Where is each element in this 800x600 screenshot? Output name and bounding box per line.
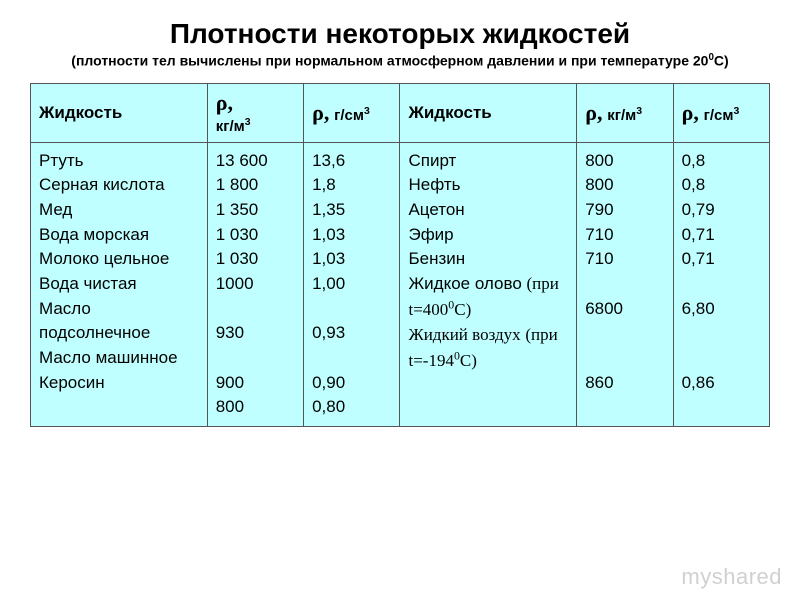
page-title: Плотности некоторых жидкостей bbox=[30, 18, 770, 50]
rho-symbol: ρ, bbox=[682, 100, 699, 125]
header-kgm3: ρ, кг/м3 bbox=[207, 83, 303, 142]
rho-symbol: ρ, bbox=[585, 100, 602, 125]
right-names-cell: СпиртНефтьАцетонЭфирБензинЖидкое олово (… bbox=[400, 142, 577, 426]
rho-symbol: ρ, bbox=[312, 100, 329, 125]
header-gcm3: ρ, г/см3 bbox=[304, 83, 400, 142]
right-gcm3-cell: 0,80,80,790,710,71 6,80 0,86 bbox=[673, 142, 769, 426]
unit-gcm3-text: г/см bbox=[334, 107, 364, 124]
subtitle-suffix: С) bbox=[714, 53, 729, 69]
header-liquid-text-2: Жидкость bbox=[408, 103, 491, 122]
unit-gcm3-2: г/см3 bbox=[704, 107, 740, 124]
unit-kgm3: кг/м3 bbox=[216, 118, 251, 135]
unit-kgm3-2: кг/м3 bbox=[607, 107, 642, 124]
header-gcm3-2: ρ, г/см3 bbox=[673, 83, 769, 142]
left-gcm3-cell: 13,61,81,351,031,031,00 0,93 0,900,80 bbox=[304, 142, 400, 426]
left-names-cell: РтутьСерная кислотаМедВода морскаяМолоко… bbox=[31, 142, 208, 426]
header-liquid-2: Жидкость bbox=[400, 83, 577, 142]
unit-kgm3-text: кг/м bbox=[216, 118, 245, 135]
header-liquid: Жидкость bbox=[31, 83, 208, 142]
unit-kgm3-text-2: кг/м bbox=[607, 107, 636, 124]
subtitle-prefix: (плотности тел вычислены при нормальном … bbox=[71, 53, 708, 69]
page-subtitle: (плотности тел вычислены при нормальном … bbox=[30, 52, 770, 69]
density-table: Жидкость ρ, кг/м3 ρ, г/см3 Жидкость ρ, к… bbox=[30, 83, 770, 427]
header-liquid-text: Жидкость bbox=[39, 103, 122, 122]
unit-gcm3: г/см3 bbox=[334, 107, 370, 124]
watermark: myshared bbox=[681, 564, 782, 590]
slide: Плотности некоторых жидкостей (плотности… bbox=[0, 0, 800, 600]
table-header-row: Жидкость ρ, кг/м3 ρ, г/см3 Жидкость ρ, к… bbox=[31, 83, 770, 142]
unit-gcm3-text-2: г/см bbox=[704, 107, 734, 124]
header-kgm3-2: ρ, кг/м3 bbox=[577, 83, 673, 142]
left-kgm3-cell: 13 6001 8001 3501 0301 0301000 930 90080… bbox=[207, 142, 303, 426]
rho-symbol: ρ, bbox=[216, 90, 233, 115]
right-kgm3-cell: 800800790710710 6800 860 bbox=[577, 142, 673, 426]
table-row: РтутьСерная кислотаМедВода морскаяМолоко… bbox=[31, 142, 770, 426]
